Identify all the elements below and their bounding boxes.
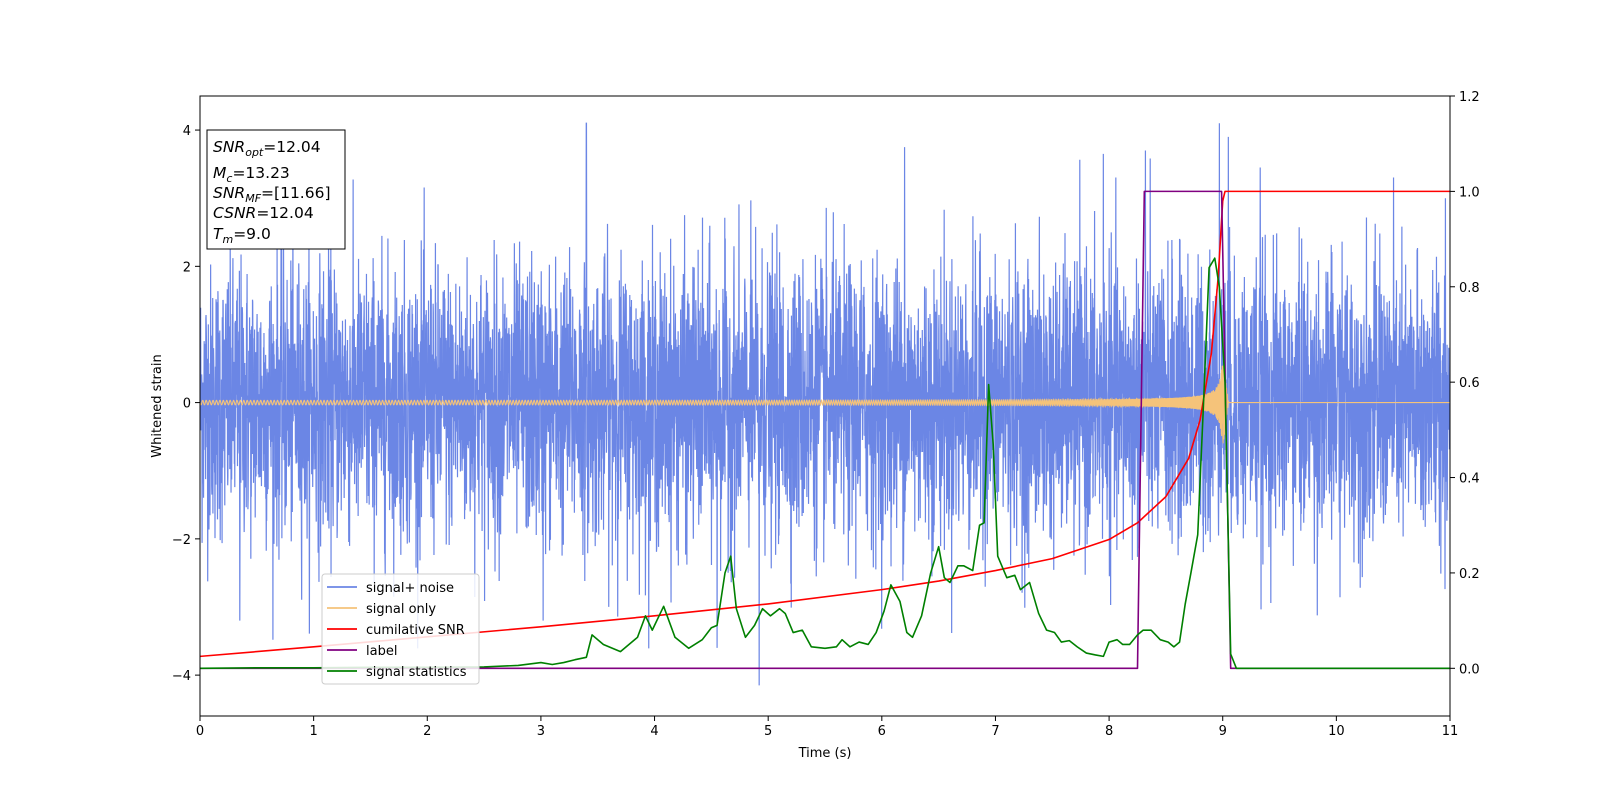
legend-label: label <box>366 644 397 659</box>
legend: signal+ noise signal only cumilative SNR la… <box>321 573 480 685</box>
x-tick-label: 5 <box>764 724 772 739</box>
annotation-frame <box>206 129 346 250</box>
y2-tick-label: 0.4 <box>1459 472 1480 487</box>
legend-label: signal+ noise <box>366 581 454 596</box>
x-tick-label: 6 <box>878 724 886 739</box>
legend-label: signal only <box>366 602 436 617</box>
y-tick-label: 0 <box>183 397 191 412</box>
annotation-line: Tm=9.0 <box>213 225 271 246</box>
legend-label: cumilative SNR <box>366 623 465 638</box>
y2-tick-label: 1.2 <box>1459 90 1480 105</box>
x-tick-label: 1 <box>309 724 317 739</box>
y2-tick-label: 0.2 <box>1459 567 1480 582</box>
plot-frame <box>199 95 1451 717</box>
y-axis-label: Whitened strain <box>150 354 165 457</box>
x-axis-label: Time (s) <box>798 746 852 761</box>
y-tick-label: 2 <box>183 260 191 275</box>
y-axis-left: −4 −2 0 2 4 <box>172 124 200 684</box>
x-tick-label: 9 <box>1219 724 1227 739</box>
x-tick-label: 8 <box>1105 724 1113 739</box>
annotation-line: Mc=13.23 <box>213 164 290 185</box>
y2-tick-label: 0.6 <box>1459 376 1480 391</box>
series-line-signal-statistics <box>200 257 1450 670</box>
y2-tick-label: 0.8 <box>1459 281 1480 296</box>
annotation-line: CSNR=12.04 <box>213 204 314 222</box>
y2-tick-label: 1.0 <box>1459 185 1480 200</box>
y-tick-label: −4 <box>172 669 191 684</box>
y2-tick-label: 0.0 <box>1459 662 1480 677</box>
annotation-line: SNRopt=12.04 <box>213 138 321 159</box>
legend-label: signal statistics <box>366 665 467 680</box>
x-tick-label: 10 <box>1328 724 1345 739</box>
series-line-signal-noise <box>200 122 1450 686</box>
x-tick-label: 11 <box>1442 724 1459 739</box>
x-axis: 0 1 2 3 4 5 6 7 8 9 10 11 <box>196 716 1458 739</box>
x-tick-label: 7 <box>991 724 999 739</box>
x-tick-label: 3 <box>537 724 545 739</box>
metrics-annotation-box: SNRopt=12.04 Mc=13.23SNRMF=[11.66]CSNR=12… <box>206 129 346 250</box>
legend-frame <box>321 573 480 685</box>
x-tick-label: 2 <box>423 724 431 739</box>
y-tick-label: −2 <box>172 533 191 548</box>
x-tick-label: 4 <box>650 724 658 739</box>
y-axis-right: 0.0 0.2 0.4 0.6 0.8 1.0 1.2 <box>1450 90 1480 677</box>
annotation-line: SNRMF=[11.66] <box>213 184 331 205</box>
series-line-signal-only <box>200 365 1450 444</box>
series-line-cumilative-snr <box>200 190 1450 658</box>
x-tick-label: 0 <box>196 724 204 739</box>
y-tick-label: 4 <box>183 124 191 139</box>
plot-series-group <box>200 122 1450 686</box>
